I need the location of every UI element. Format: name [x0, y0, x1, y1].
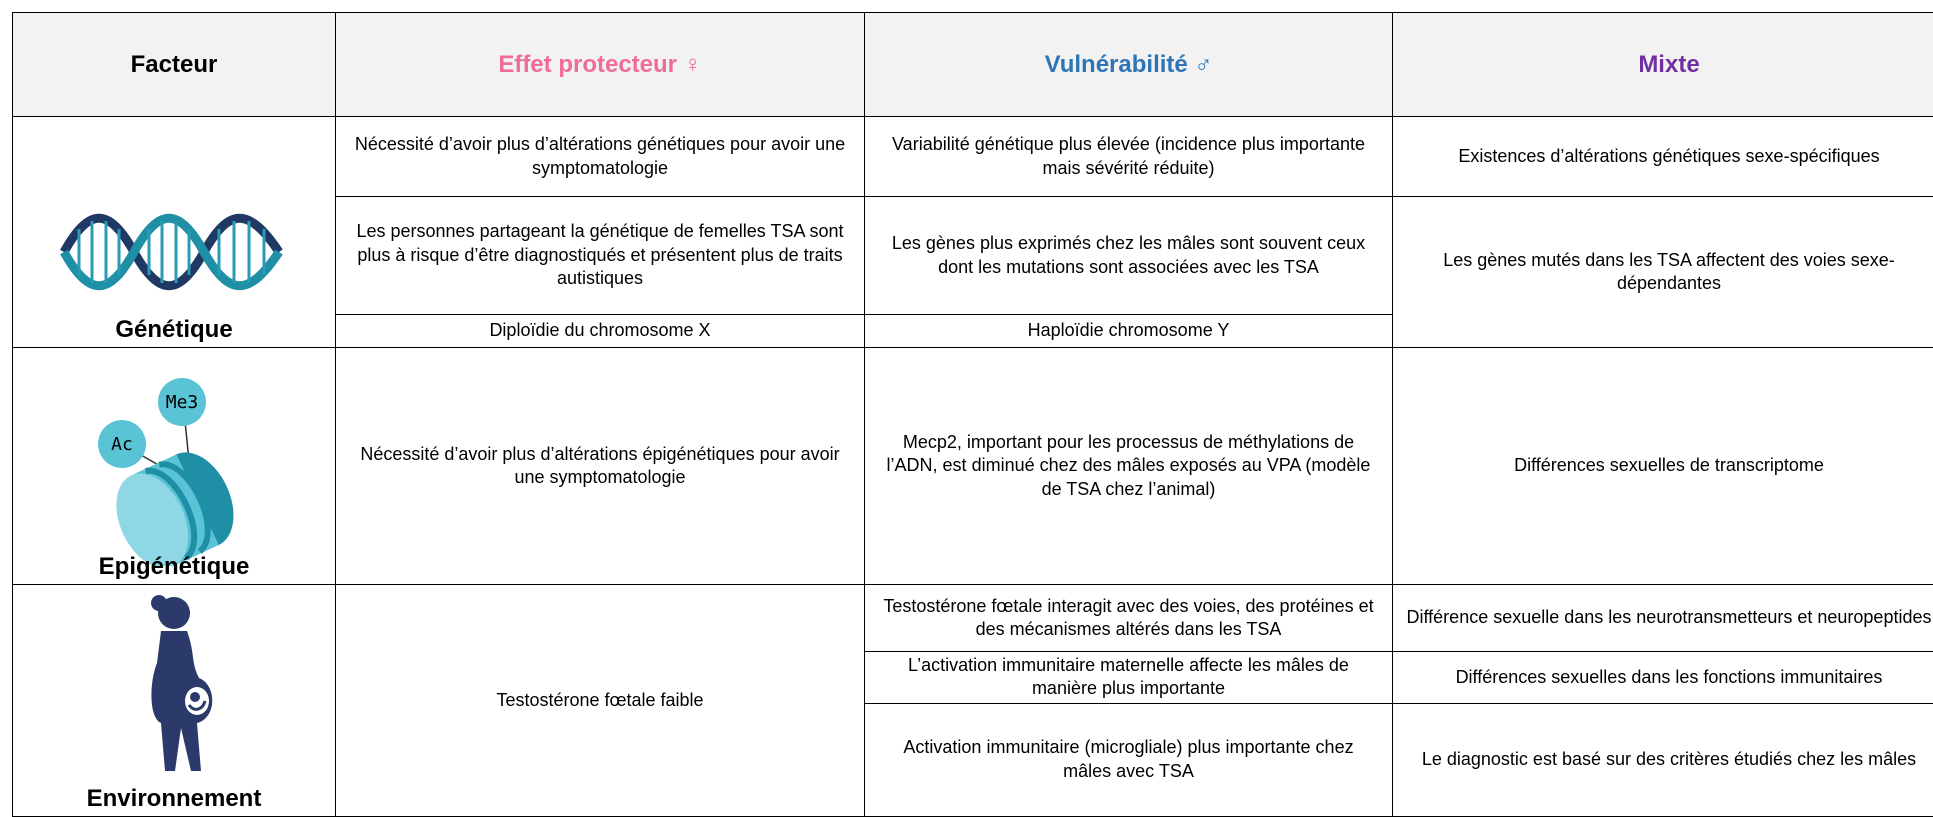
cell: L’activation immunitaire maternelle affe… — [865, 652, 1393, 704]
cell: Les gènes mutés dans les TSA affectent d… — [1393, 197, 1933, 348]
header-row: Facteur Effet protecteur ♀ Vulnérabilité… — [13, 13, 1933, 117]
cell: Différences sexuelles de transcriptome — [1393, 348, 1933, 585]
cell: Le diagnostic est basé sur des critères … — [1393, 703, 1933, 816]
factor-name: Génétique — [13, 314, 335, 345]
header-cell: Facteur — [13, 13, 336, 117]
cell: Activation immunitaire (microgliale) plu… — [865, 703, 1393, 816]
factor-cell: Génétique — [13, 117, 336, 348]
header-cell: Effet protecteur ♀ — [336, 13, 865, 117]
cell: Haploïdie chromosome Y — [865, 315, 1393, 348]
factor-table: Facteur Effet protecteur ♀ Vulnérabilité… — [12, 12, 1933, 817]
icon-label: Ac — [111, 434, 133, 455]
header-cell: Mixte — [1393, 13, 1933, 117]
cell: Nécessité d’avoir plus d’altérations épi… — [336, 348, 865, 585]
page: Facteur Effet protecteur ♀ Vulnérabilité… — [0, 0, 1933, 800]
pregnancy-icon — [119, 593, 229, 783]
cell: Nécessité d’avoir plus d’altérations gén… — [336, 117, 865, 197]
cell: Les gènes plus exprimés chez les mâles s… — [865, 197, 1393, 315]
cell: Variabilité génétique plus élevée (incid… — [865, 117, 1393, 197]
cell: Testostérone fœtale faible — [336, 585, 865, 817]
factor-cell: Environnement — [13, 585, 336, 817]
header-cell: Vulnérabilité ♂ — [865, 13, 1393, 117]
cell: Existences d’altérations génétiques sexe… — [1393, 117, 1933, 197]
icon-label: Me3 — [166, 392, 199, 413]
cell: Mecp2, important pour les processus de m… — [865, 348, 1393, 585]
cell: Différences sexuelles dans les fonctions… — [1393, 652, 1933, 704]
factor-name: Epigénétique — [13, 551, 335, 582]
factor-cell: Ac Me3 Epigénétique — [13, 348, 336, 585]
cell: Les personnes partageant la génétique de… — [336, 197, 865, 315]
factor-name: Environnement — [13, 783, 335, 814]
cell: Diploïdie du chromosome X — [336, 315, 865, 348]
cell: Différence sexuelle dans les neurotransm… — [1393, 585, 1933, 652]
nucleosome-icon: Ac Me3 — [74, 366, 274, 566]
cell: Testostérone fœtale interagit avec des v… — [865, 585, 1393, 652]
